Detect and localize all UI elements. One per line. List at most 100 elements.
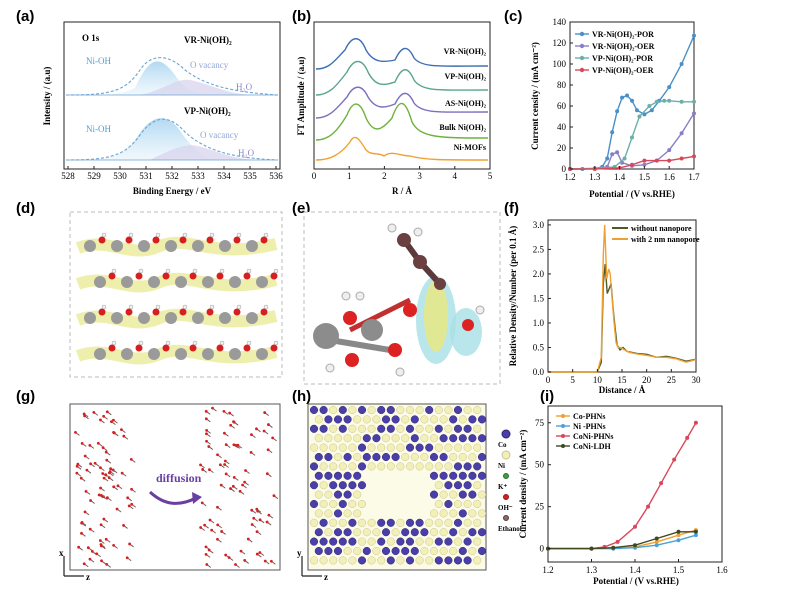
oxygen-atom (135, 272, 143, 280)
legend-label: VR-Ni(OH)₂-POR (592, 30, 654, 39)
ni-atom (463, 499, 472, 509)
data-point (667, 158, 672, 163)
co-atom (468, 528, 477, 537)
co-atom (439, 434, 448, 443)
co-atom (453, 424, 463, 433)
data-point (647, 104, 652, 108)
ni-atom (415, 424, 424, 433)
co-atom (381, 546, 391, 556)
legend-label: without nanopore (631, 224, 692, 233)
legend-label: Ethanol (498, 525, 522, 533)
ethanol-oxygen (105, 458, 109, 462)
ethanol-oxygen (116, 484, 120, 488)
panel-c-frame (569, 21, 695, 170)
ni-atom (377, 556, 386, 565)
data-point (637, 114, 642, 119)
co-atom (309, 462, 319, 471)
legend-label: with 2 nm nanopore (631, 235, 700, 244)
ni-atom (420, 546, 429, 556)
hydrogen-atom (325, 363, 335, 373)
panel-f-plot (548, 224, 697, 373)
ethanol-oxygen (80, 531, 83, 535)
oxygen-atom (260, 308, 268, 316)
x-tick-label: 1.6 (716, 565, 728, 575)
co-atom (391, 452, 400, 462)
legend-marker (579, 55, 585, 61)
ethanol-oxygen (98, 466, 102, 469)
panel-c-ylabel: Current censity / (mA cm⁻²) (530, 42, 540, 150)
legend-marker (503, 473, 509, 479)
ethanol-oxygen (92, 410, 96, 414)
ethanol-oxygen (266, 448, 270, 452)
ethanol-oxygen (130, 502, 134, 506)
charge-density-cyan-2 (450, 308, 482, 356)
co-atom (434, 556, 443, 565)
ethanol-oxygen (130, 487, 133, 491)
oxygen-atom (270, 344, 278, 352)
co-atom (357, 405, 367, 415)
ni-atom (429, 434, 439, 443)
ni-atom (357, 424, 367, 433)
ethanol-oxygen (224, 443, 228, 447)
diffusion-arrow (148, 490, 197, 505)
ni-atom (367, 462, 376, 471)
ni-atom (381, 434, 391, 443)
co-atom (381, 415, 391, 424)
co-atom (386, 518, 395, 527)
legend-label: Ni (498, 462, 505, 470)
ethanol-oxygen (100, 559, 103, 563)
co-atom (429, 490, 439, 499)
oxygen-atom (125, 236, 133, 244)
ethanol-oxygen (97, 493, 101, 497)
y-tick-label: 2.0 (533, 269, 545, 279)
co-atom (338, 537, 347, 546)
co-atom (338, 481, 347, 490)
panel-h-letter: (h) (292, 388, 311, 405)
data-point (693, 420, 698, 425)
y-tick-label: 140 (553, 17, 567, 27)
ethanol-oxygen (229, 487, 232, 490)
ethanol-oxygen (219, 483, 223, 487)
hydrogen-atom (219, 340, 225, 346)
ni-atom (367, 537, 376, 546)
panel-a-bottom-ovac-fill (150, 145, 255, 160)
co-atom (434, 424, 443, 433)
ethanol-oxygen (108, 470, 112, 473)
co-atom (357, 481, 367, 490)
ni-atom (425, 462, 434, 471)
ethanol-oxygen (88, 527, 92, 531)
co-atom (314, 471, 323, 480)
co-atom (391, 546, 400, 556)
ni-atom (377, 443, 386, 452)
ni-atom (329, 518, 338, 527)
ni-atom (319, 556, 328, 565)
ethanol-oxygen (86, 546, 90, 550)
legend-marker (501, 429, 511, 439)
ethanol-oxygen (223, 459, 227, 463)
x-tick-label: 1.2 (542, 565, 553, 575)
oxygen-atom (162, 272, 170, 280)
panel-b-curve-vp (315, 60, 489, 96)
ethanol-oxygen (208, 518, 212, 522)
ethanol-oxygen (255, 552, 259, 556)
y-tick-label: 1.5 (533, 293, 545, 303)
y-tick-label: 0 (562, 164, 567, 174)
tick-label: 530 (113, 171, 127, 181)
ethanol-oxygen (126, 496, 130, 500)
x-tick-label: 1.3 (586, 565, 598, 575)
co-atom (453, 481, 463, 490)
oxygen-atom (108, 344, 116, 352)
ni-atom (348, 405, 357, 415)
co-atom (458, 490, 467, 499)
co-atom (333, 490, 343, 499)
legend-marker (561, 424, 565, 428)
ni-atom (348, 462, 357, 471)
panel-f-xlabel: Distance / Å (599, 385, 646, 395)
x-tick-label: 20 (642, 375, 652, 385)
panel-b-letter: (b) (292, 8, 311, 25)
ethanol-oxygen (265, 520, 269, 524)
ni-atom (425, 537, 434, 546)
ni-atom (425, 556, 434, 565)
ni-atom (415, 556, 424, 565)
ethanol-oxygen (255, 530, 259, 534)
